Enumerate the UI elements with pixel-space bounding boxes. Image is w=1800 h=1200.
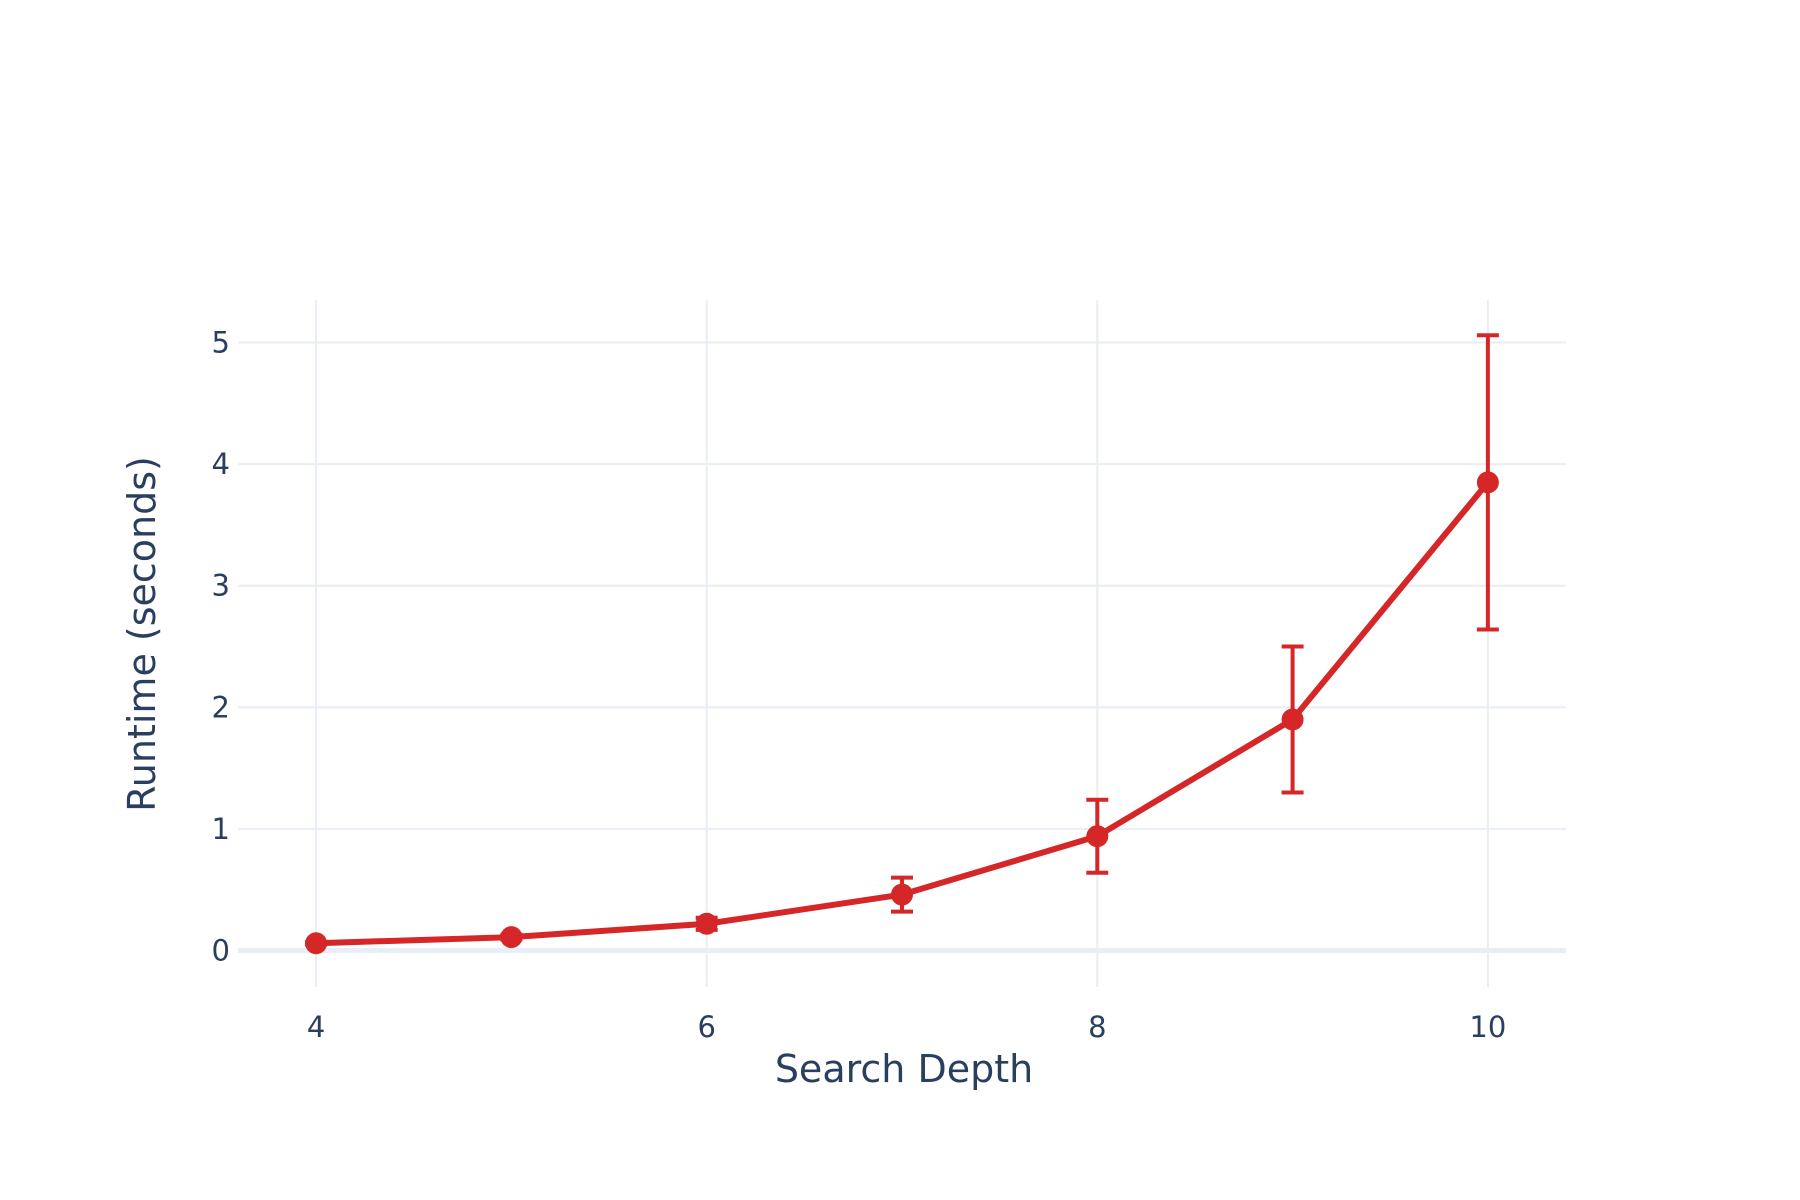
tick-labels: 4 6 8 10 0 1 2 3 4 5 [212, 326, 1507, 1044]
grid [238, 300, 1566, 987]
x-axis-title: Search Depth [775, 1047, 1033, 1091]
y-tick-label: 5 [212, 326, 230, 360]
data-point [1281, 708, 1304, 731]
series-layer [305, 333, 1499, 955]
y-tick-label: 1 [212, 812, 230, 846]
data-point [891, 883, 913, 906]
y-tick-label: 4 [212, 447, 230, 481]
data-point [500, 926, 523, 949]
data-point [1476, 471, 1499, 494]
y-tick-label: 3 [212, 569, 230, 603]
y-axis-title: Runtime (seconds) [120, 456, 164, 812]
x-tick-label: 4 [307, 1010, 325, 1044]
data-point [305, 932, 328, 955]
series-line [316, 480, 1491, 947]
y-tick-label: 0 [212, 934, 230, 968]
y-tick-label: 2 [212, 690, 230, 724]
data-point [695, 912, 718, 935]
x-tick-label: 10 [1469, 1010, 1506, 1044]
x-tick-label: 6 [697, 1010, 715, 1044]
data-point [1086, 825, 1109, 848]
x-tick-label: 8 [1088, 1010, 1106, 1044]
